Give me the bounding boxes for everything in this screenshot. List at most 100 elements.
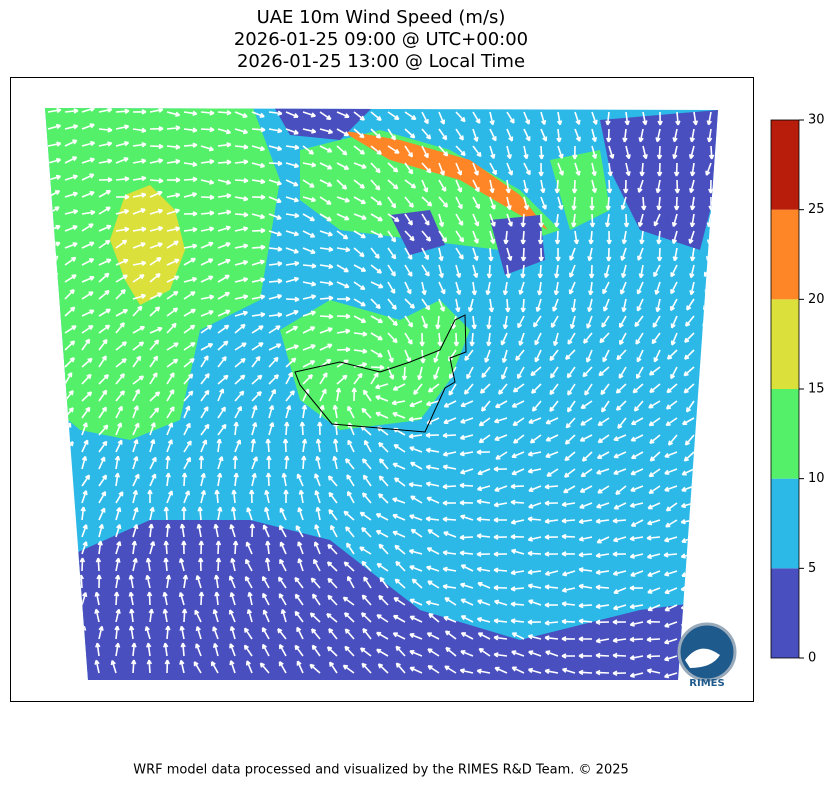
wind-arrow — [234, 243, 249, 249]
wind-arrow — [179, 659, 185, 674]
wind-arrow — [670, 315, 678, 329]
wind-arrow — [572, 145, 578, 160]
wind-arrow — [570, 298, 577, 313]
wind-arrow — [647, 519, 661, 526]
wind-arrow — [302, 179, 315, 188]
wind-arrow — [437, 332, 443, 347]
wind-arrow — [478, 434, 491, 444]
wind-arrow — [268, 374, 279, 385]
wind-arrow — [538, 213, 544, 228]
wind-arrow — [544, 551, 559, 557]
wind-arrow — [370, 315, 384, 324]
wind-arrow — [370, 247, 380, 259]
wind-arrow — [115, 274, 128, 283]
wind-arrow — [574, 162, 581, 176]
wind-arrow — [630, 434, 644, 442]
wind-arrow — [670, 298, 678, 312]
wind-arrow — [149, 422, 156, 436]
wind-arrow — [688, 230, 695, 244]
wind-arrow — [637, 213, 644, 228]
wind-arrow — [571, 213, 577, 228]
wind-arrow — [705, 162, 712, 176]
wind-arrow — [45, 642, 51, 657]
wind-arrow — [442, 451, 457, 457]
wind-arrow — [132, 507, 139, 521]
wind-arrow — [81, 406, 91, 419]
wind-arrow — [302, 213, 315, 222]
wind-arrow — [680, 621, 695, 628]
colorbar-segment — [771, 209, 799, 300]
wind-arrow — [95, 642, 101, 657]
wind-arrow — [302, 128, 317, 134]
wind-arrow — [443, 615, 457, 623]
wind-arrow — [601, 400, 610, 413]
wind-arrow — [583, 332, 593, 344]
wind-arrow — [680, 553, 695, 559]
wind-arrow — [683, 366, 695, 377]
wind-arrow — [234, 310, 249, 317]
wind-arrow — [251, 456, 258, 470]
wind-arrow — [115, 390, 125, 402]
wind-arrow — [212, 626, 219, 640]
wind-arrow — [268, 230, 282, 237]
wind-arrow — [64, 288, 75, 300]
wind-arrow — [404, 298, 415, 309]
wind-arrow — [361, 458, 372, 470]
wind-arrow — [353, 372, 363, 385]
wind-arrow — [246, 608, 253, 623]
wind-arrow — [47, 157, 62, 164]
wind-arrow — [361, 662, 372, 674]
wind-arrow — [229, 524, 236, 538]
wind-arrow — [427, 383, 440, 393]
wind-arrow — [62, 591, 68, 606]
wind-arrow — [591, 111, 598, 125]
wind-arrow — [79, 557, 86, 572]
wind-arrow — [706, 111, 712, 126]
wind-arrow — [527, 516, 542, 522]
wind-arrow — [563, 485, 576, 494]
wind-arrow — [672, 128, 678, 143]
wind-arrow — [684, 349, 695, 360]
wind-arrow — [620, 247, 627, 261]
wind-arrow — [654, 281, 661, 295]
wind-arrow — [653, 264, 661, 278]
wind-arrow — [262, 643, 270, 657]
wind-arrow — [302, 281, 317, 287]
wind-arrow — [362, 389, 372, 402]
wind-arrow — [531, 400, 542, 412]
wind-arrow — [132, 439, 139, 453]
wind-arrow — [149, 108, 164, 113]
wind-arrow — [370, 213, 383, 222]
wind-arrow — [574, 128, 581, 142]
wind-arrow — [637, 247, 644, 261]
wind-arrow — [578, 653, 593, 659]
wind-arrow — [528, 599, 542, 606]
wind-arrow — [619, 281, 627, 295]
wind-arrow — [319, 263, 334, 270]
wind-arrow — [588, 264, 595, 279]
wind-arrow — [328, 628, 338, 640]
wind-arrow — [183, 390, 194, 402]
wind-arrow — [378, 543, 389, 555]
wind-arrow — [653, 213, 661, 227]
wind-arrow — [47, 309, 61, 317]
wind-arrow — [510, 586, 525, 592]
wind-arrow — [115, 157, 129, 164]
wind-arrow — [166, 192, 181, 198]
wind-arrow — [620, 196, 627, 211]
wind-arrow — [595, 669, 610, 676]
wind-arrow — [81, 123, 95, 130]
wind-arrow — [561, 636, 576, 642]
wind-arrow — [64, 139, 78, 147]
wind-arrow — [359, 647, 372, 657]
uae-boundary — [294, 314, 467, 433]
wind-arrow — [285, 296, 300, 303]
wind-arrow — [200, 110, 215, 116]
wind-arrow — [569, 264, 576, 278]
wind-arrow — [200, 343, 214, 351]
wind-arrow — [523, 145, 529, 160]
wind-arrow — [132, 341, 145, 351]
wind-arrow — [115, 541, 122, 555]
wind-arrow — [630, 519, 644, 527]
wind-arrow — [251, 194, 266, 200]
